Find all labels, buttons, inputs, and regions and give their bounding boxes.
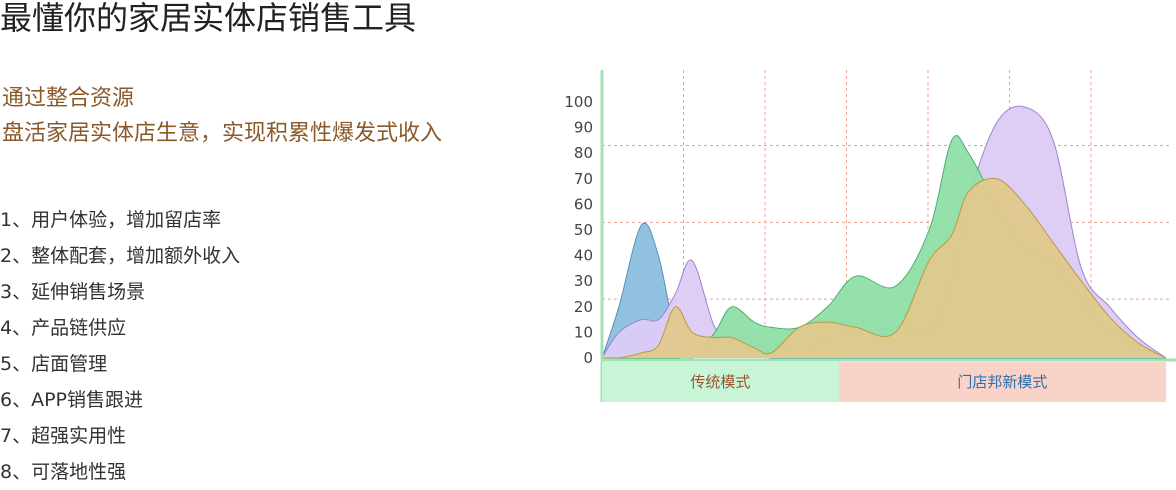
feature-list: 1、用户体验，增加留店率 2、整体配套，增加额外收入 3、延伸销售场景 4、产品… [0, 202, 240, 490]
y-tick-label: 100 [564, 93, 593, 111]
series-4-area [602, 178, 1166, 359]
series-4-line [601, 177, 1167, 359]
y-tick-label: 0 [583, 349, 593, 367]
y-tick-label: 10 [574, 323, 593, 341]
y-tick-label: 50 [574, 221, 593, 239]
band-label: 传统模式 [690, 373, 750, 391]
y-tick-label: 40 [574, 247, 593, 265]
y-tick-label: 30 [574, 272, 593, 290]
band-label: 门店邦新模式 [957, 373, 1047, 391]
slogan-line-2: 盘活家居实体店生意，实现积累性爆发式收入 [2, 121, 443, 146]
y-tick-label: 90 [574, 119, 593, 137]
y-tick-label: 60 [574, 195, 593, 213]
band-new-model [838, 362, 1166, 402]
area-chart: 0 10 20 30 40 50 60 70 80 90 100 传统模式 门店邦新模式 [564, 70, 1176, 402]
y-tick-label: 20 [574, 298, 593, 316]
feature-item: 7、超强实用性 [0, 425, 127, 447]
y-tick-label: 70 [574, 170, 593, 188]
feature-item: 6、APP销售跟进 [0, 389, 144, 411]
feature-item: 2、整体配套，增加额外收入 [0, 245, 241, 267]
feature-item: 4、产品链供应 [0, 317, 127, 339]
feature-item: 3、延伸销售场景 [0, 281, 146, 303]
slogan-line-1: 通过整合资源 [2, 86, 135, 111]
feature-item: 8、可落地性强 [0, 461, 127, 483]
page-title: 最懂你的家居实体店销售工具 [0, 0, 417, 37]
y-tick-label: 80 [574, 144, 593, 162]
feature-item: 5、店面管理 [0, 353, 108, 375]
feature-item: 1、用户体验，增加留店率 [0, 209, 222, 231]
band-traditional [602, 362, 839, 402]
